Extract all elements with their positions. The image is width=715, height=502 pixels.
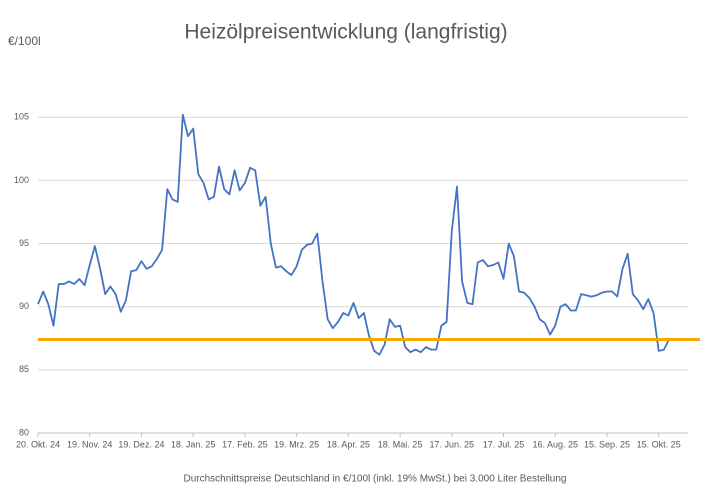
chart-title: Heizölpreisentwicklung (langfristig) (184, 21, 507, 44)
y-tick-label: 100 (14, 175, 29, 185)
y-tick-label: 90 (19, 301, 29, 311)
x-tick-label: 18. Jan. 25 (171, 439, 216, 449)
x-tick-label: 16. Aug. 25 (532, 439, 578, 449)
x-tick-label: 15. Sep. 25 (584, 439, 630, 449)
y-tick-label: 95 (19, 238, 29, 248)
x-tick-label: 19. Dez. 24 (118, 439, 164, 449)
y-tick-label: 80 (19, 427, 29, 437)
y-axis-label: €/100l (8, 34, 41, 48)
caption: Durchschnittspreise Deutschland in €/100… (184, 474, 567, 485)
x-tick-label: 15. Okt. 25 (637, 439, 681, 449)
data-line (37, 113, 670, 356)
y-tick-label: 85 (19, 364, 29, 374)
x-tick-label: 20. Okt. 24 (16, 439, 60, 449)
x-tick-label: 17. Jul. 25 (483, 439, 525, 449)
x-tick-label: 18. Mai. 25 (378, 439, 423, 449)
x-tick-label: 19. Mrz. 25 (274, 439, 319, 449)
x-tick-label: 17. Feb. 25 (222, 439, 268, 449)
y-tick-label: 105 (14, 112, 29, 122)
x-tick-label: 19. Nov. 24 (67, 439, 112, 449)
x-tick-label: 18. Apr. 25 (327, 439, 370, 449)
x-tick-label: 17. Jun. 25 (430, 439, 475, 449)
